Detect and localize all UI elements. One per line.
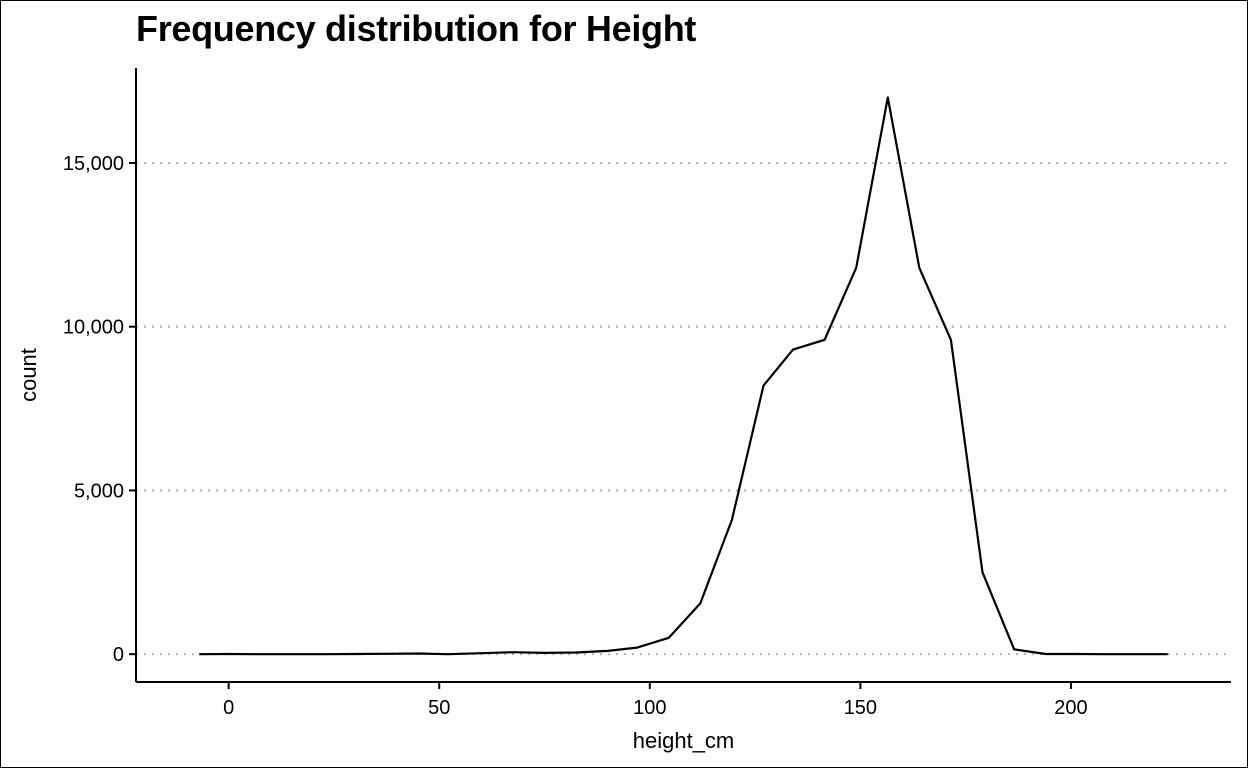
x-tick-label-4: 200 <box>1054 697 1087 719</box>
y-tick-label-1: 5,000 <box>74 480 124 502</box>
y-axis-label: count <box>16 348 41 402</box>
y-tick-label-0: 0 <box>113 644 124 666</box>
chart-title: Frequency distribution for Height <box>136 8 697 49</box>
x-tick-label-3: 150 <box>844 697 877 719</box>
x-tick-label-1: 50 <box>428 697 450 719</box>
x-axis-label: height_cm <box>633 728 735 753</box>
x-tick-label-2: 100 <box>633 697 666 719</box>
y-tick-label-3: 15,000 <box>63 153 124 175</box>
gridlines <box>136 161 1231 656</box>
series-group <box>199 96 1168 656</box>
ticks: 0 5,000 10,000 15,000 0 50 100 150 200 <box>63 153 1088 719</box>
y-tick-label-2: 10,000 <box>63 317 124 339</box>
x-tick-label-0: 0 <box>223 697 234 719</box>
series-line-0 <box>199 96 1168 656</box>
axes <box>135 68 1231 683</box>
